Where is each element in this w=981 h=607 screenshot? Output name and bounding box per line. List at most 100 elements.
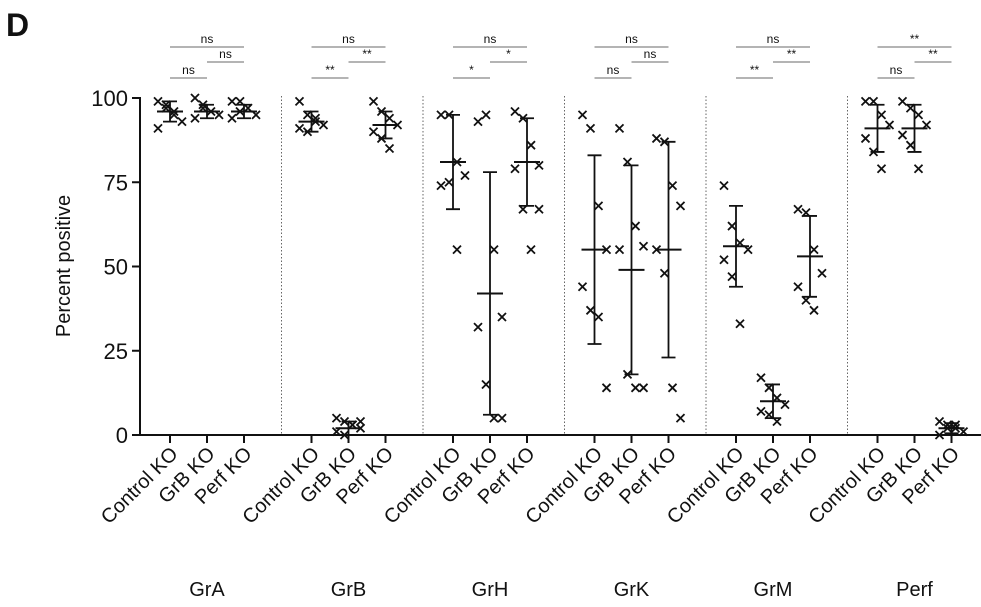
data-point xyxy=(331,413,342,423)
data-point xyxy=(577,110,588,120)
data-point xyxy=(481,379,491,390)
data-point xyxy=(809,245,819,255)
data-point xyxy=(190,113,200,123)
error-bar xyxy=(378,110,393,140)
error-bar xyxy=(304,110,319,133)
group-label: GrB xyxy=(331,579,367,601)
data-point xyxy=(934,416,945,427)
data-point xyxy=(227,113,237,123)
error-bar xyxy=(341,420,356,436)
data-point xyxy=(473,116,483,127)
group-label: GrK xyxy=(614,579,650,601)
error-bar xyxy=(661,140,676,359)
data-point xyxy=(719,180,729,191)
data-point xyxy=(585,305,596,315)
data-point xyxy=(227,96,237,107)
data-point xyxy=(510,164,520,174)
significance-label: ** xyxy=(910,32,920,46)
data-point xyxy=(510,106,520,117)
data-point xyxy=(659,268,670,278)
y-tick-label: 50 xyxy=(104,255,128,280)
significance-label: ns xyxy=(625,32,638,46)
data-point xyxy=(497,413,507,423)
data-point xyxy=(630,221,641,231)
data-point xyxy=(294,96,305,107)
data-point xyxy=(756,373,766,383)
data-point xyxy=(793,204,803,214)
data-point xyxy=(667,383,678,393)
data-point xyxy=(190,93,200,103)
error-bar xyxy=(766,383,780,420)
data-point xyxy=(481,110,491,120)
error-bar xyxy=(587,154,602,345)
data-point xyxy=(368,127,379,137)
data-point xyxy=(452,245,462,255)
data-point xyxy=(526,140,536,150)
data-point xyxy=(793,282,803,292)
error-bar xyxy=(237,103,251,120)
significance-label: ** xyxy=(750,63,760,77)
error-bar xyxy=(624,164,639,376)
data-point xyxy=(460,170,470,181)
data-point xyxy=(860,133,871,144)
data-point xyxy=(177,116,187,127)
data-point xyxy=(727,271,737,282)
significance-label: ns xyxy=(182,63,195,77)
data-point xyxy=(817,268,827,278)
data-point xyxy=(876,164,887,174)
error-bar xyxy=(200,103,214,120)
error-bar xyxy=(446,113,460,211)
data-point xyxy=(436,180,446,191)
data-point xyxy=(638,241,649,251)
data-point xyxy=(905,140,916,150)
data-point xyxy=(585,123,596,133)
data-point xyxy=(756,406,766,417)
y-tick-label: 100 xyxy=(91,86,128,111)
data-point xyxy=(489,245,499,255)
data-point xyxy=(719,255,729,265)
error-bar xyxy=(870,103,885,153)
data-point xyxy=(593,312,604,322)
data-point xyxy=(735,319,745,329)
data-point xyxy=(614,123,625,133)
significance-label: ** xyxy=(928,47,938,61)
group-label: GrM xyxy=(754,579,793,601)
data-point xyxy=(675,201,686,211)
group-label: GrA xyxy=(189,579,225,601)
significance-label: ** xyxy=(325,63,335,77)
group-label: GrH xyxy=(472,579,509,601)
data-point xyxy=(384,143,395,154)
significance-label: ns xyxy=(201,32,214,46)
significance-label: * xyxy=(469,63,474,77)
data-point xyxy=(384,113,395,123)
data-point xyxy=(355,416,366,427)
data-point xyxy=(727,221,737,231)
data-point xyxy=(667,180,678,191)
data-point xyxy=(675,413,686,423)
data-point xyxy=(593,201,604,211)
error-bar xyxy=(944,422,959,435)
data-point xyxy=(368,96,379,107)
significance-label: ns xyxy=(890,63,903,77)
data-point xyxy=(913,110,924,120)
data-point xyxy=(526,245,536,255)
panel-label: D xyxy=(6,7,29,43)
data-point xyxy=(153,96,163,107)
data-point xyxy=(444,177,454,187)
y-tick-label: 25 xyxy=(104,339,128,364)
significance-label: ns xyxy=(342,32,355,46)
significance-label: ns xyxy=(484,32,497,46)
data-point xyxy=(436,110,446,120)
data-point xyxy=(809,305,819,315)
data-point xyxy=(913,164,924,174)
error-bar xyxy=(803,215,817,298)
error-bar xyxy=(907,103,922,153)
data-point xyxy=(860,96,871,107)
data-point xyxy=(153,123,163,133)
significance-label: ns xyxy=(644,47,657,61)
group-label: Perf xyxy=(896,579,933,601)
data-point xyxy=(897,96,908,107)
error-bar xyxy=(483,171,497,416)
data-point xyxy=(934,430,945,440)
